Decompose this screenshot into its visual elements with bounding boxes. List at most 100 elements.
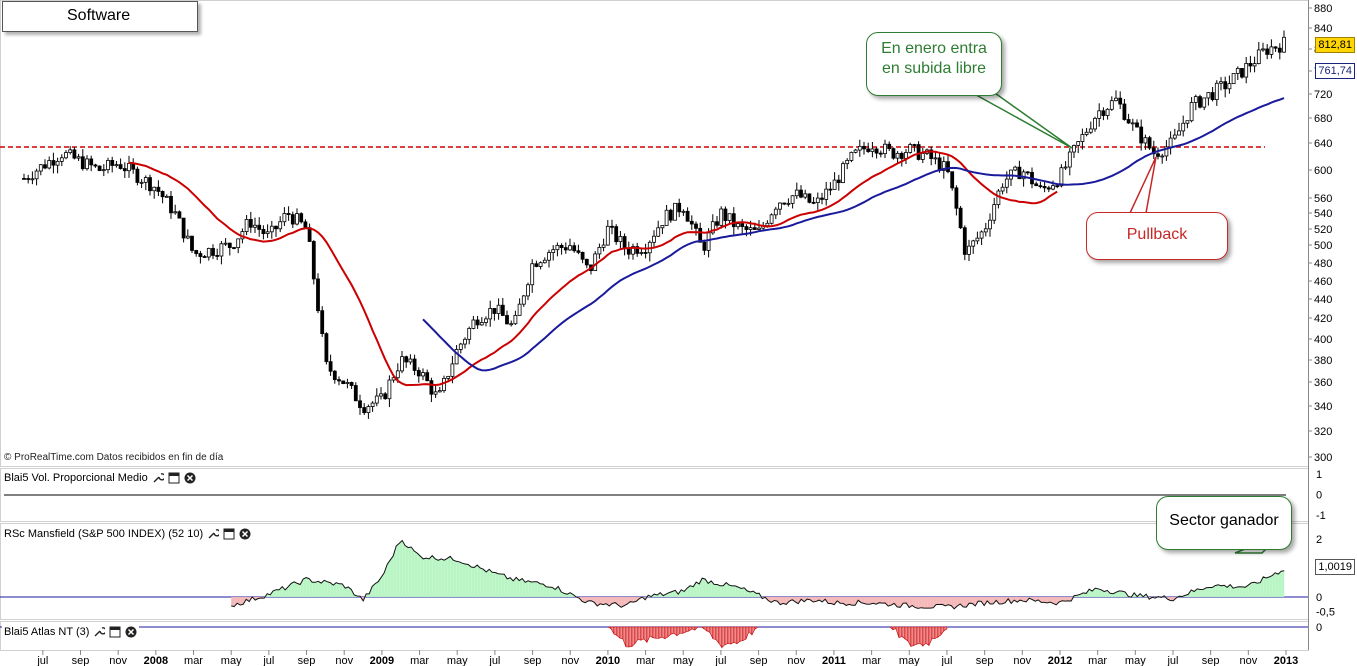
rsc-area-segment [912,597,916,608]
window-icon[interactable] [223,528,235,540]
window-icon[interactable] [168,472,180,484]
candle-body [1025,171,1030,174]
rsc-area-segment [474,565,478,597]
atlas-area-segment [727,626,732,645]
candle-body [169,195,173,214]
rsc-area-segment [618,597,622,608]
rsc-area-segment [558,586,562,597]
candle-body [80,156,85,170]
candle-body [30,178,35,181]
atlas-area-segment [910,626,915,647]
y-tick-label: 360 [1314,377,1332,389]
atlas-area-segment [643,626,648,644]
rsc-area-segment [423,558,427,597]
candle-body [471,319,476,329]
candle-body [845,159,850,165]
candle-body [1013,166,1018,171]
rsc-area-segment [1221,585,1225,597]
rsc-area-segment [459,561,463,597]
candle-body [467,328,472,340]
candle-body [332,370,337,381]
atlas-area-segment [901,626,906,640]
y-tick-label: 380 [1314,355,1332,367]
rsc-area-segment [768,597,772,603]
candle-body [43,164,47,169]
candle-body [916,144,921,160]
candle-body [400,356,404,372]
atlas-area-segment [940,626,945,636]
candle-body [194,250,199,254]
y-tick-label: 440 [1314,294,1332,306]
instrument-title-box: Software [2,1,198,32]
rsc-area-segment [501,574,505,597]
x-tick-label: sep [1202,655,1220,666]
close-icon[interactable] [125,626,137,638]
candle-body [660,225,665,229]
candle-body [358,400,362,408]
window-icon[interactable] [109,626,121,638]
candle-body [681,210,686,213]
candle-body [68,149,73,153]
atlas-area-segment [712,626,717,640]
rsc-area-segment [294,581,298,597]
candle-body [1277,47,1282,53]
rsc-area-segment [330,582,334,597]
candle-body [933,157,938,160]
atlas-panel-label: Blai5 Atlas NT (3) [4,626,90,638]
rsc-area-segment [1242,586,1246,597]
rsc-area-segment [918,597,922,609]
candle-body [870,148,875,152]
candle-body [841,163,845,184]
candle-body [866,148,871,152]
x-tick-label: may [899,655,920,666]
last-price-tag: 812,81 [1315,37,1355,53]
candle-body [97,165,102,172]
candle-body [979,231,984,239]
wrench-icon[interactable] [93,626,106,638]
candle-body [261,228,266,234]
candle-body [1067,151,1072,168]
rsc-area-segment [873,597,877,605]
candle-body [1193,96,1198,103]
wrench-icon[interactable] [152,472,164,484]
candle-body [689,220,694,225]
rsc-area-segment [372,583,376,597]
candle-body [736,223,740,228]
atlas-area-segment [913,626,918,646]
candle-body [1151,147,1156,155]
rsc-area-segment [399,540,403,597]
atlas-area-segment [922,626,927,647]
candle-body [983,228,988,233]
candle-body [311,241,316,280]
atlas-area-segment [934,626,939,639]
candle-body [799,189,803,198]
candle-body [1269,46,1274,55]
rsc-area-segment [549,587,553,597]
rsc-area-segment [489,569,493,597]
candle-body [379,393,383,397]
rsc-area-segment [783,597,787,605]
rsc-area-segment [963,597,967,608]
candle-body [668,209,673,221]
candle-body [601,244,606,248]
candle-body [954,187,959,209]
rsc-area-segment [486,569,490,597]
atlas-area-segment [895,626,900,638]
atlas-area-segment [919,626,924,647]
x-tick-label: mar [410,655,429,666]
rsc-area-segment [867,597,871,605]
candle-body [185,235,190,239]
rsc-area-segment [852,597,856,606]
atlas-area-segment [607,626,612,630]
rsc-area-segment [1248,582,1252,597]
rsc-area-segment [309,578,313,597]
y-tick-label: 680 [1314,113,1332,125]
close-icon[interactable] [239,528,251,540]
candle-body [290,214,295,225]
wrench-icon[interactable] [207,528,220,540]
rsc-area-segment [996,597,1000,604]
close-icon[interactable] [184,472,196,484]
ma-price-value: 761,74 [1318,65,1352,77]
atlas-area-segment [754,626,759,630]
instrument-title: Software [67,7,131,24]
